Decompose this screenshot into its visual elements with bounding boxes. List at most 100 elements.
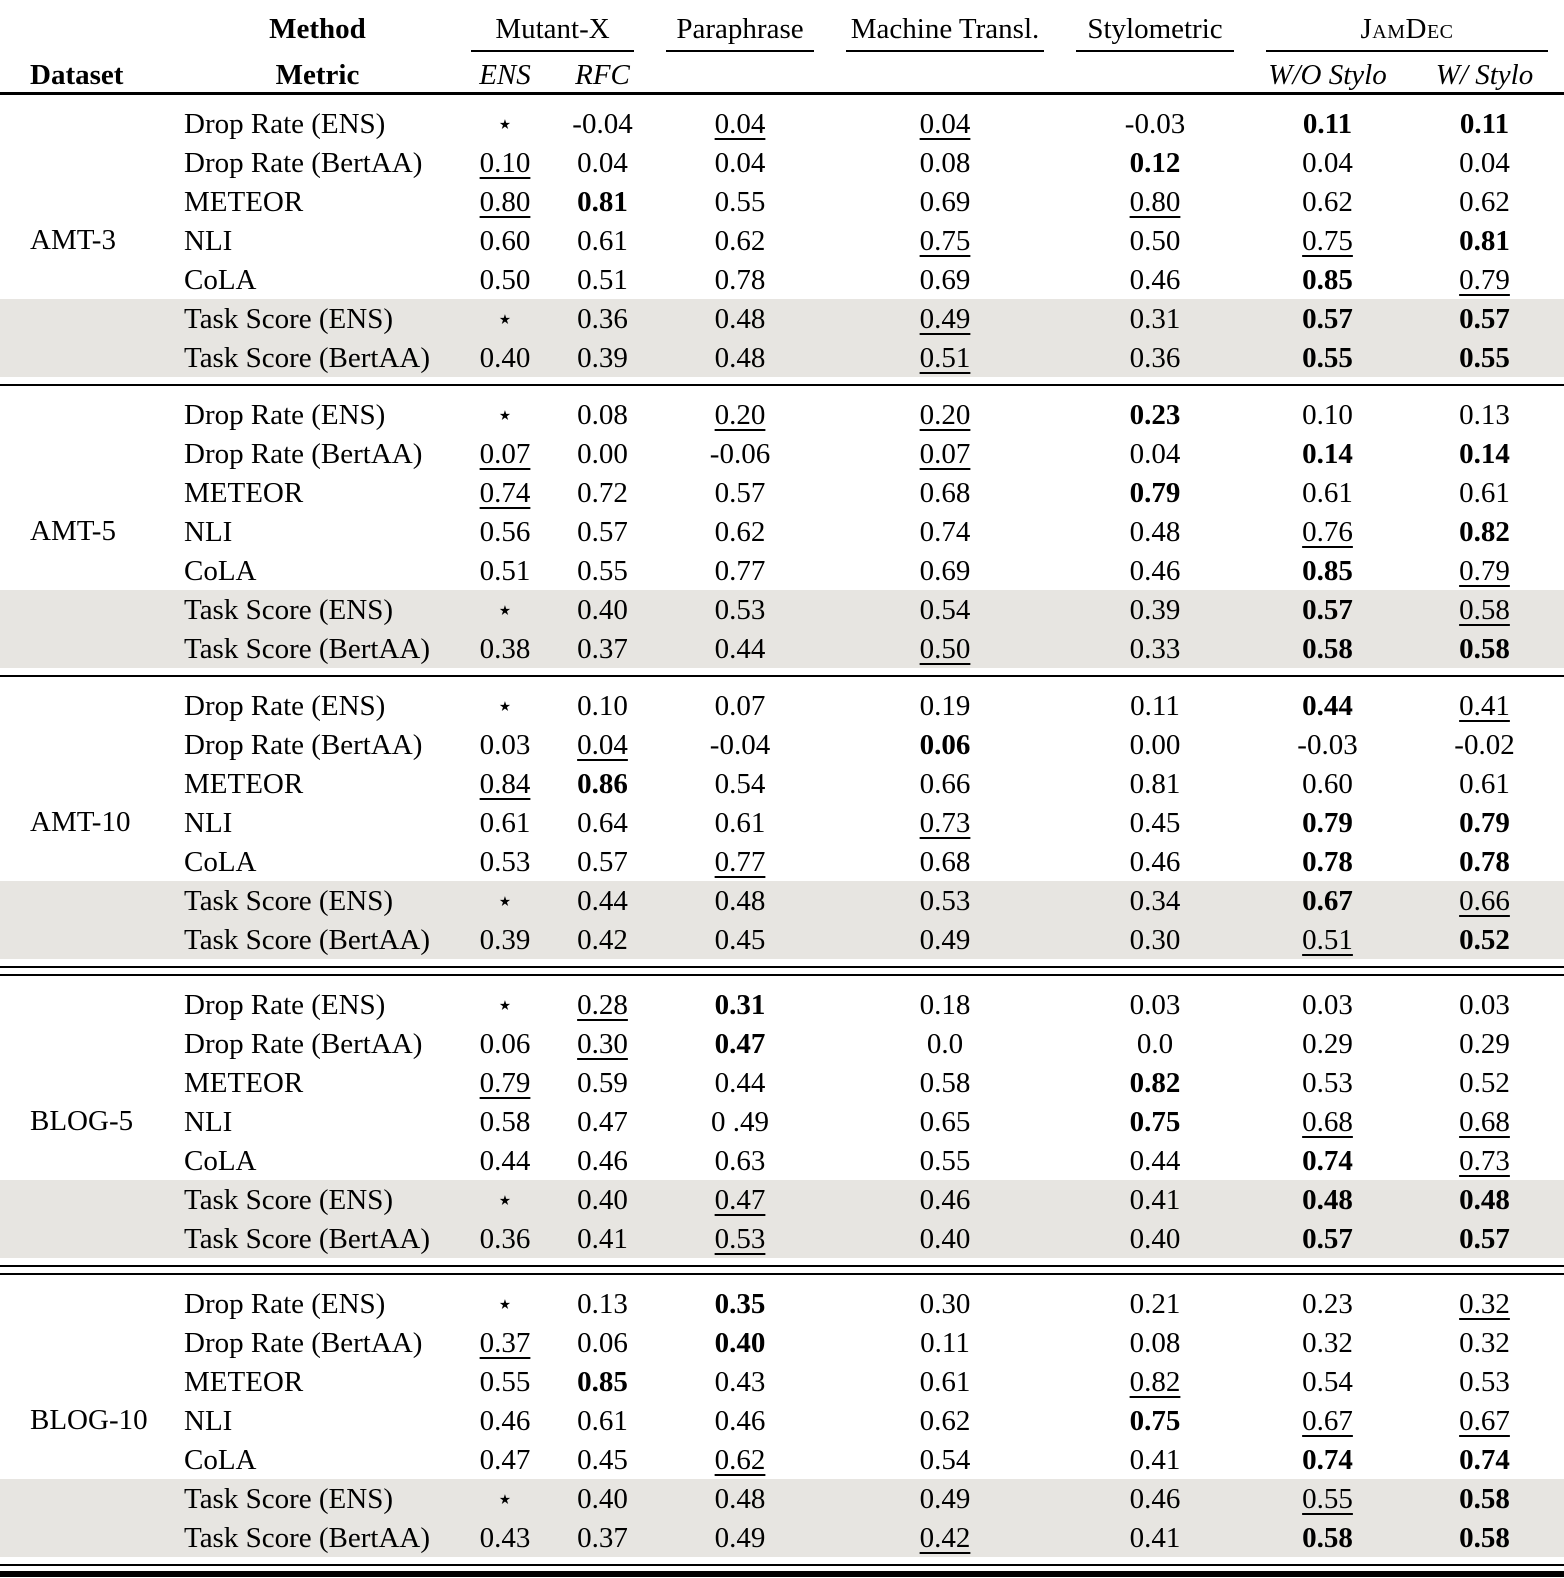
metric-value: 0.32 [1302,1326,1353,1359]
value-cell: 0.61 [455,805,555,841]
metric-value: 0.46 [479,1404,531,1437]
value-cell: 0.61 [555,223,650,259]
value-cell: 0.59 [555,1065,650,1101]
metric-label: Task Score (BertAA) [184,1222,431,1255]
metric-value: 0.30 [577,1027,628,1060]
metric-value: 0.43 [714,1365,766,1398]
metric-value: 0.47 [714,1183,766,1216]
star-marker: ⋆ [496,1288,514,1319]
metric-value: 0.40 [1129,1222,1181,1255]
metric-value: 0.45 [714,923,766,956]
value-cell: 0.13 [1405,397,1564,433]
metric-label: Task Score (BertAA) [184,923,431,956]
metric-value: 0.49 [714,1521,766,1554]
value-cell: 0.41 [1060,1442,1250,1478]
dataset-block: BLOG-10 Drop Rate (ENS) ⋆ 0.13 0.35 0.30 0.21 0… [0,1275,1564,1564]
table-row: CoLA 0.53 0.57 0.77 0.68 0.46 0.78 0.78 [0,842,1564,881]
value-cell: 0.58 [830,1065,1060,1101]
metric-value: 0.61 [1302,476,1353,509]
value-cell: 0.04 [830,106,1060,142]
metric-value: 0.82 [1129,1365,1181,1398]
value-cell: 0.77 [650,844,830,880]
value-cell: 0.07 [830,436,1060,472]
value-cell: 0.40 [555,592,650,628]
table-row: CoLA 0.47 0.45 0.62 0.54 0.41 0.74 0.74 [0,1440,1564,1479]
metric-value: 0 .49 [711,1105,769,1138]
value-cell: 0.78 [1250,844,1405,880]
metric-value: 0.85 [1302,554,1353,587]
value-cell: 0.14 [1405,436,1564,472]
table-row: METEOR 0.79 0.59 0.44 0.58 0.82 0.53 0.52 [0,1063,1564,1102]
value-cell: 0.55 [1405,340,1564,376]
metric-value: 0.58 [919,1066,971,1099]
metric-value: 0.36 [479,1222,531,1255]
metric-value: 0.54 [1302,1365,1353,1398]
value-cell: 0.33 [1060,631,1250,667]
value-cell: 0.53 [1250,1065,1405,1101]
metric-value: 0.74 [479,476,531,509]
table-row: CoLA 0.50 0.51 0.78 0.69 0.46 0.85 0.79 [0,260,1564,299]
value-cell: 0.46 [1060,262,1250,298]
metric-value: 0.50 [1129,224,1181,257]
value-cell: 0.29 [1405,1026,1564,1062]
metric-value: -0.02 [1454,728,1515,761]
value-cell: 0.69 [830,184,1060,220]
subheader-rfc: RFC [575,59,630,91]
metric-label: CoLA [184,1443,257,1476]
metric-value: 0.39 [577,341,628,374]
metric-value: 0.57 [1459,302,1510,335]
value-cell: ⋆ [455,1481,555,1517]
method-header: Method [269,13,366,45]
value-cell: 0.79 [1405,553,1564,589]
metric-value: 0.58 [1459,593,1510,626]
value-cell: 0.52 [1405,1065,1564,1101]
metric-value: 0.0 [1136,1027,1174,1060]
table-row: METEOR 0.55 0.85 0.43 0.61 0.82 0.54 0.53 [0,1362,1564,1401]
table-row: Drop Rate (BertAA) 0.07 0.00 -0.06 0.07 0.04 0… [0,434,1564,473]
value-cell: 0.81 [555,184,650,220]
metric-label: NLI [184,806,233,839]
group-underline [666,50,814,52]
metric-value: 0.10 [479,146,531,179]
metric-value: 0.57 [1302,1222,1353,1255]
value-cell: 0.67 [1250,1403,1405,1439]
metric-value: 0.81 [1459,224,1510,257]
metric-value: 0.62 [714,224,766,257]
value-cell: 0.58 [1250,1520,1405,1556]
table-row: NLI 0.60 0.61 0.62 0.75 0.50 0.75 0.81 [0,221,1564,260]
table-row: Drop Rate (BertAA) 0.06 0.30 0.47 0.0 0.0 0.29… [0,1024,1564,1063]
metric-value: 0.79 [1459,806,1510,839]
metric-value: 0.62 [714,515,766,548]
metric-value: 0.62 [714,1443,766,1476]
metric-value: 0.64 [577,806,628,839]
value-cell: 0.11 [1405,106,1564,142]
metric-value: 0.14 [1459,437,1510,470]
metric-value: 0.29 [1459,1027,1510,1060]
metric-value: 0.04 [1302,146,1353,179]
value-cell: 0.57 [1405,301,1564,337]
metric-label: Drop Rate (BertAA) [184,146,423,179]
value-cell: 0.78 [1405,844,1564,880]
metric-value: 0.82 [1129,1066,1181,1099]
value-cell: 0.57 [1405,1221,1564,1257]
value-cell: 0.57 [1250,592,1405,628]
group-underline [471,50,634,52]
value-cell: ⋆ [455,592,555,628]
value-cell: 0.51 [830,340,1060,376]
value-cell: -0.03 [1250,727,1405,763]
metric-value: 0.06 [577,1326,628,1359]
value-cell: 0.40 [830,1221,1060,1257]
metric-value: 0.44 [1302,689,1353,722]
star-marker: ⋆ [496,885,514,916]
value-cell: 0.37 [455,1325,555,1361]
metric-value: 0.46 [1129,554,1181,587]
metric-value: 0.48 [714,1482,766,1515]
metric-value: 0.68 [1459,1105,1510,1138]
metric-value: -0.04 [572,107,633,140]
metric-value: 0.54 [714,767,766,800]
value-cell: 0.52 [1405,922,1564,958]
group-label: Machine Transl. [850,13,1040,45]
metric-value: 0.20 [714,398,766,431]
value-cell: 0.72 [555,475,650,511]
value-cell: 0.61 [1405,475,1564,511]
